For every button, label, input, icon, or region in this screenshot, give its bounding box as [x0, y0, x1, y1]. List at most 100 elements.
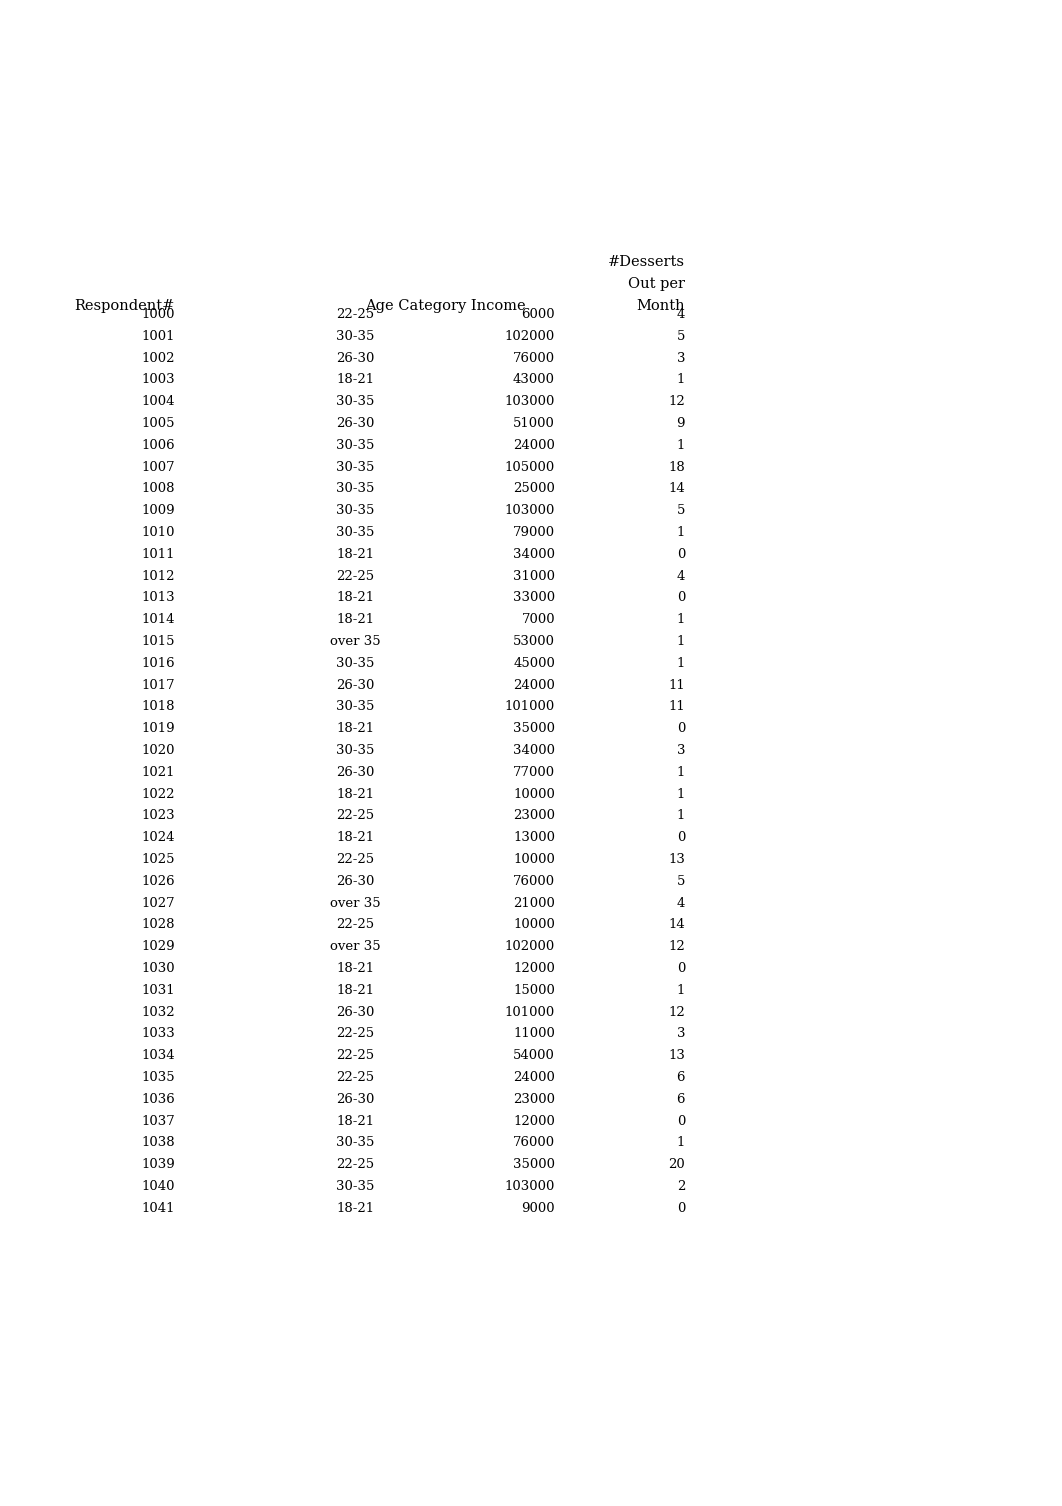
- Text: 22-25: 22-25: [336, 1071, 374, 1084]
- Text: 1: 1: [676, 788, 685, 801]
- Text: 4: 4: [676, 569, 685, 583]
- Text: 1010: 1010: [141, 526, 175, 539]
- Text: 1: 1: [676, 636, 685, 648]
- Text: 35000: 35000: [513, 1158, 555, 1172]
- Text: 30-35: 30-35: [336, 526, 374, 539]
- Text: 5: 5: [676, 505, 685, 517]
- Text: 76000: 76000: [513, 875, 555, 889]
- Text: 7000: 7000: [521, 613, 555, 626]
- Text: Age Category Income: Age Category Income: [364, 300, 526, 313]
- Text: 21000: 21000: [513, 896, 555, 910]
- Text: 1031: 1031: [141, 983, 175, 997]
- Text: 26-30: 26-30: [336, 417, 374, 431]
- Text: 43000: 43000: [513, 373, 555, 387]
- Text: 1008: 1008: [141, 482, 175, 495]
- Text: 1020: 1020: [141, 744, 175, 758]
- Text: 77000: 77000: [513, 765, 555, 779]
- Text: 51000: 51000: [513, 417, 555, 431]
- Text: 1013: 1013: [141, 592, 175, 604]
- Text: 1027: 1027: [141, 896, 175, 910]
- Text: 14: 14: [668, 919, 685, 931]
- Text: 1016: 1016: [141, 657, 175, 670]
- Text: 35000: 35000: [513, 723, 555, 735]
- Text: 34000: 34000: [513, 744, 555, 758]
- Text: 0: 0: [676, 831, 685, 845]
- Text: 30-35: 30-35: [336, 438, 374, 452]
- Text: Respondent#: Respondent#: [74, 300, 175, 313]
- Text: 10000: 10000: [513, 919, 555, 931]
- Text: 5: 5: [676, 330, 685, 343]
- Text: 1036: 1036: [141, 1093, 175, 1105]
- Text: 30-35: 30-35: [336, 657, 374, 670]
- Text: 18-21: 18-21: [336, 983, 374, 997]
- Text: 102000: 102000: [504, 330, 555, 343]
- Text: 101000: 101000: [504, 700, 555, 714]
- Text: 1: 1: [676, 1137, 685, 1149]
- Text: 4: 4: [676, 896, 685, 910]
- Text: 1007: 1007: [141, 461, 175, 473]
- Text: 1001: 1001: [141, 330, 175, 343]
- Text: 1: 1: [676, 438, 685, 452]
- Text: 1: 1: [676, 657, 685, 670]
- Text: 53000: 53000: [513, 636, 555, 648]
- Text: 22-25: 22-25: [336, 1158, 374, 1172]
- Text: 5: 5: [676, 875, 685, 889]
- Text: over 35: over 35: [329, 636, 380, 648]
- Text: 3: 3: [676, 1027, 685, 1041]
- Text: 0: 0: [676, 1114, 685, 1128]
- Text: 1: 1: [676, 613, 685, 626]
- Text: 20: 20: [668, 1158, 685, 1172]
- Text: 1026: 1026: [141, 875, 175, 889]
- Text: 1009: 1009: [141, 505, 175, 517]
- Text: 1005: 1005: [141, 417, 175, 431]
- Text: 22-25: 22-25: [336, 919, 374, 931]
- Text: 24000: 24000: [513, 1071, 555, 1084]
- Text: 11: 11: [668, 700, 685, 714]
- Text: 6: 6: [676, 1071, 685, 1084]
- Text: 30-35: 30-35: [336, 700, 374, 714]
- Text: 10000: 10000: [513, 788, 555, 801]
- Text: 101000: 101000: [504, 1006, 555, 1018]
- Text: 26-30: 26-30: [336, 1006, 374, 1018]
- Text: 26-30: 26-30: [336, 765, 374, 779]
- Text: 1038: 1038: [141, 1137, 175, 1149]
- Text: 26-30: 26-30: [336, 351, 374, 364]
- Text: 1039: 1039: [141, 1158, 175, 1172]
- Text: 18-21: 18-21: [336, 962, 374, 974]
- Text: 18-21: 18-21: [336, 1202, 374, 1215]
- Text: 23000: 23000: [513, 809, 555, 822]
- Text: 1030: 1030: [141, 962, 175, 974]
- Text: over 35: over 35: [329, 940, 380, 953]
- Text: 1: 1: [676, 373, 685, 387]
- Text: 12: 12: [668, 395, 685, 408]
- Text: 24000: 24000: [513, 438, 555, 452]
- Text: 103000: 103000: [504, 1181, 555, 1193]
- Text: 12000: 12000: [513, 1114, 555, 1128]
- Text: 1021: 1021: [141, 765, 175, 779]
- Text: over 35: over 35: [329, 896, 380, 910]
- Text: 1004: 1004: [141, 395, 175, 408]
- Text: 13: 13: [668, 852, 685, 866]
- Text: 1034: 1034: [141, 1050, 175, 1062]
- Text: 25000: 25000: [513, 482, 555, 495]
- Text: 30-35: 30-35: [336, 744, 374, 758]
- Text: 54000: 54000: [513, 1050, 555, 1062]
- Text: 22-25: 22-25: [336, 569, 374, 583]
- Text: 4: 4: [676, 309, 685, 321]
- Text: 1035: 1035: [141, 1071, 175, 1084]
- Text: 30-35: 30-35: [336, 505, 374, 517]
- Text: 0: 0: [676, 962, 685, 974]
- Text: 0: 0: [676, 723, 685, 735]
- Text: 0: 0: [676, 592, 685, 604]
- Text: 23000: 23000: [513, 1093, 555, 1105]
- Text: 9000: 9000: [521, 1202, 555, 1215]
- Text: 1017: 1017: [141, 679, 175, 691]
- Text: 3: 3: [676, 744, 685, 758]
- Text: 18-21: 18-21: [336, 788, 374, 801]
- Text: 1033: 1033: [141, 1027, 175, 1041]
- Text: 1032: 1032: [141, 1006, 175, 1018]
- Text: #Desserts: #Desserts: [609, 255, 685, 270]
- Text: 30-35: 30-35: [336, 482, 374, 495]
- Text: 18-21: 18-21: [336, 548, 374, 560]
- Text: 1012: 1012: [141, 569, 175, 583]
